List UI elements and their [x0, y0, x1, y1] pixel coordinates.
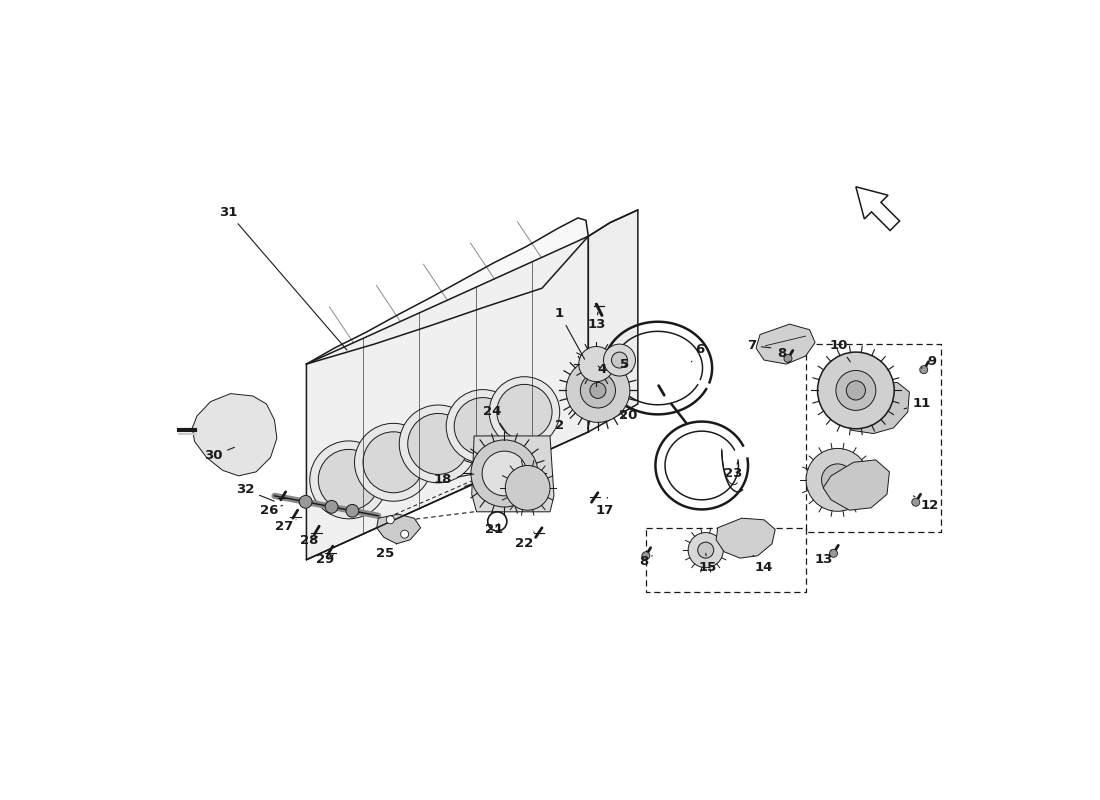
Text: 22: 22 — [515, 532, 534, 550]
Circle shape — [310, 441, 387, 519]
Polygon shape — [376, 514, 420, 544]
Circle shape — [399, 405, 477, 483]
Text: 17: 17 — [595, 498, 614, 517]
Polygon shape — [192, 394, 277, 476]
Circle shape — [836, 370, 876, 410]
Polygon shape — [837, 382, 910, 434]
Circle shape — [817, 352, 894, 429]
Circle shape — [590, 382, 606, 398]
Text: 11: 11 — [904, 398, 931, 410]
Circle shape — [471, 440, 538, 507]
Text: 4: 4 — [597, 363, 606, 376]
Circle shape — [497, 384, 552, 439]
Text: 1: 1 — [556, 307, 584, 359]
Text: 32: 32 — [235, 483, 274, 501]
Text: 13: 13 — [587, 312, 605, 330]
Text: 27: 27 — [275, 520, 296, 533]
Text: 25: 25 — [375, 544, 397, 560]
Circle shape — [299, 495, 312, 508]
Polygon shape — [307, 236, 588, 560]
Circle shape — [408, 414, 469, 474]
Circle shape — [386, 516, 394, 524]
Circle shape — [354, 423, 432, 502]
Text: 6: 6 — [692, 343, 705, 362]
Polygon shape — [756, 324, 815, 364]
Text: 31: 31 — [219, 206, 346, 350]
Circle shape — [326, 501, 338, 514]
Text: 10: 10 — [829, 339, 850, 362]
Polygon shape — [823, 460, 890, 510]
Text: 23: 23 — [725, 462, 742, 480]
Circle shape — [363, 432, 424, 493]
Polygon shape — [472, 436, 554, 512]
Circle shape — [604, 344, 636, 376]
Circle shape — [697, 542, 714, 558]
Circle shape — [784, 354, 792, 362]
Circle shape — [447, 390, 519, 463]
Circle shape — [454, 398, 512, 455]
Text: 2: 2 — [556, 410, 572, 432]
Circle shape — [318, 450, 380, 510]
Polygon shape — [856, 186, 900, 230]
Polygon shape — [588, 210, 638, 432]
Circle shape — [579, 346, 614, 382]
Circle shape — [490, 377, 560, 447]
Circle shape — [829, 550, 837, 558]
Text: 21: 21 — [485, 523, 503, 536]
Text: 30: 30 — [204, 447, 234, 462]
Text: 29: 29 — [316, 554, 334, 566]
Polygon shape — [307, 218, 588, 382]
Circle shape — [566, 358, 630, 422]
Circle shape — [400, 530, 408, 538]
Circle shape — [612, 352, 627, 368]
Text: 12: 12 — [913, 496, 938, 512]
Text: 28: 28 — [299, 534, 318, 547]
Text: 5: 5 — [619, 358, 629, 370]
Text: 13: 13 — [815, 550, 833, 566]
Circle shape — [920, 366, 927, 374]
Circle shape — [846, 381, 866, 400]
Text: 9: 9 — [922, 355, 936, 368]
Text: 15: 15 — [698, 554, 717, 574]
Circle shape — [505, 466, 550, 510]
Circle shape — [641, 552, 650, 560]
Text: 26: 26 — [260, 504, 283, 517]
Circle shape — [912, 498, 920, 506]
Circle shape — [806, 449, 869, 511]
Text: 20: 20 — [619, 410, 638, 422]
Polygon shape — [716, 518, 776, 558]
Circle shape — [482, 451, 527, 496]
Circle shape — [689, 533, 724, 568]
Text: 14: 14 — [754, 555, 773, 574]
Circle shape — [346, 505, 359, 517]
Text: 24: 24 — [483, 406, 507, 434]
Circle shape — [822, 464, 854, 496]
Circle shape — [581, 373, 616, 408]
Text: 7: 7 — [747, 339, 771, 352]
Text: 8: 8 — [777, 347, 790, 362]
Text: 8: 8 — [639, 555, 652, 568]
Text: 18: 18 — [433, 474, 474, 486]
